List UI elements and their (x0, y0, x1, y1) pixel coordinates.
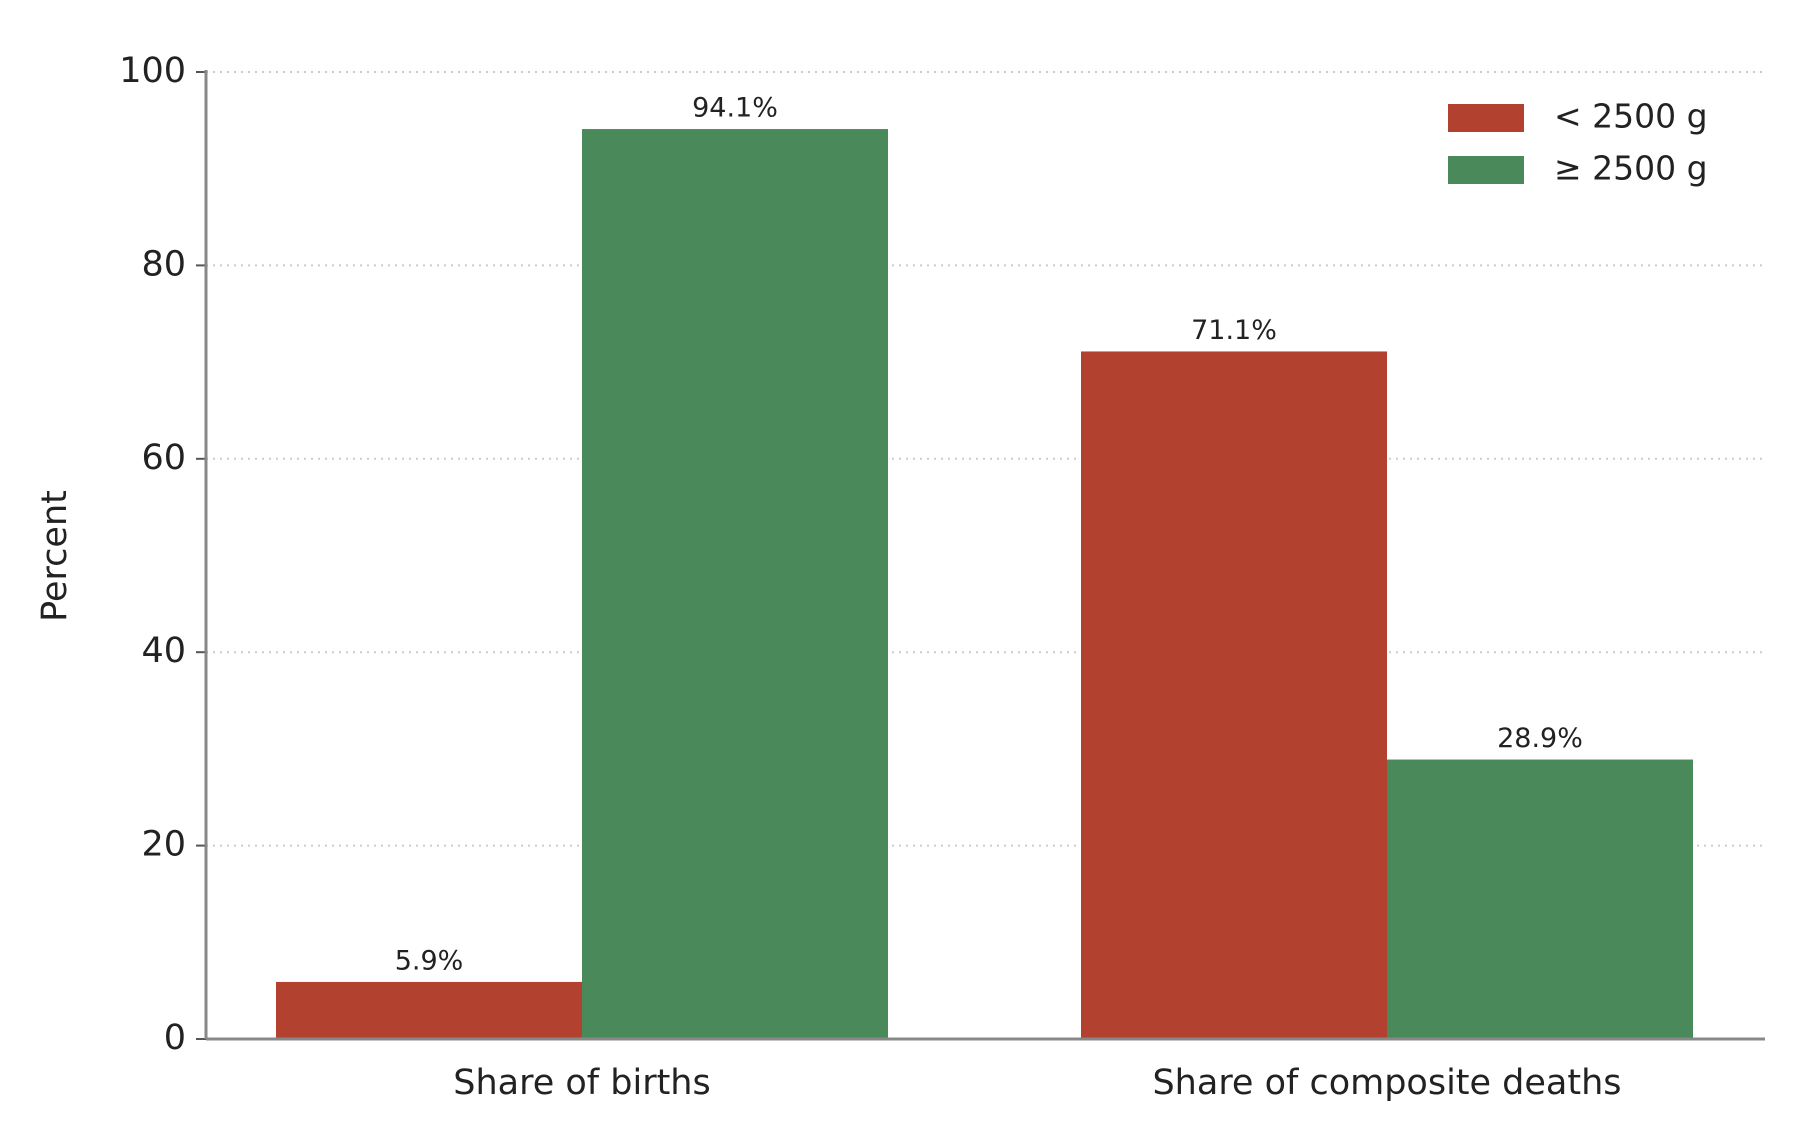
y-tick-label: 20 (141, 825, 186, 865)
legend-label: ≥ 2500 g (1554, 149, 1708, 188)
legend-label: < 2500 g (1554, 97, 1708, 136)
y-tick-label: 0 (164, 1018, 186, 1058)
y-tick-label: 100 (119, 51, 186, 91)
value-label: 71.1% (1191, 315, 1277, 346)
y-tick-label: 80 (141, 244, 186, 284)
x-tick-label: Share of births (453, 1063, 710, 1103)
y-tick-label: 60 (141, 438, 186, 478)
value-label: 28.9% (1497, 723, 1583, 754)
value-label: 5.9% (395, 945, 464, 976)
legend-swatch (1448, 156, 1524, 184)
y-tick-label: 40 (141, 631, 186, 671)
value-label: 94.1% (692, 93, 778, 124)
bar (1387, 759, 1693, 1039)
bar (1081, 351, 1387, 1039)
x-tick-label: Share of composite deaths (1152, 1063, 1621, 1103)
y-axis-label: Percent (35, 490, 75, 622)
legend-swatch (1448, 104, 1524, 132)
bar (582, 129, 888, 1040)
bar (276, 981, 582, 1039)
